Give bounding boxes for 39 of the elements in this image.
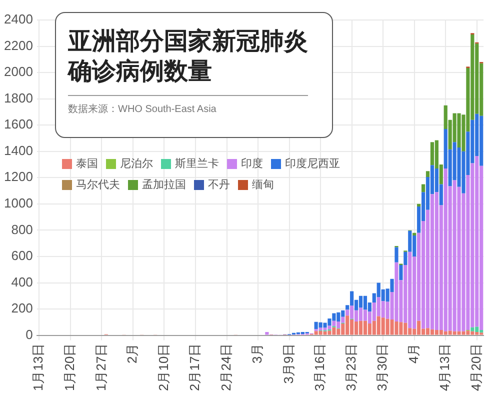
x-tick-label: 3月 (250, 343, 265, 364)
legend-label: 尼泊尔 (120, 157, 153, 171)
x-tick-label: 1月13日 (30, 343, 46, 392)
text: 亚洲部分国家新冠肺炎确诊病例数量 (68, 27, 309, 87)
legend-label: 斯里兰卡 (175, 156, 219, 171)
legend-label: 孟加拉国 (142, 178, 186, 192)
legend-label: 不丹 (208, 178, 230, 192)
x-tick-label: 1月27日 (93, 343, 108, 392)
y-tick-label: 400 (11, 274, 33, 290)
y-tick-label: 2400 (4, 12, 33, 27)
x-tick-label: 4月13日 (437, 343, 452, 392)
x-tick-label: 3月9日 (280, 343, 296, 384)
x-tick-label: 3月30日 (374, 343, 390, 392)
y-tick-label: 0 (26, 326, 33, 342)
y-tick-label: 2000 (4, 64, 33, 80)
y-tick-label: 200 (11, 300, 33, 316)
x-tick-label: 3月23日 (343, 343, 358, 392)
legend-label: 缅甸 (252, 178, 274, 192)
legend-label: 印度 (241, 156, 263, 171)
y-tick-label: 600 (11, 248, 33, 264)
x-tick-label: 2月 (124, 343, 140, 364)
y-tick-label: 1600 (4, 116, 33, 132)
x-tick-label: 2月17日 (187, 343, 202, 392)
y-tick-label: 800 (11, 222, 33, 237)
legend-label: 泰国 (76, 157, 98, 171)
x-tick-label: 2月10日 (156, 343, 171, 392)
y-tick-label: 1000 (4, 196, 33, 211)
x-tick-label: 4月20日 (468, 343, 484, 392)
x-tick-label: 1月20日 (62, 343, 77, 392)
annotation: 数据来源：WHO South-East Asia (68, 102, 218, 116)
y-tick-label: 2200 (4, 38, 33, 53)
x-tick-label: 4月 (406, 343, 421, 364)
y-tick-label: 1200 (4, 169, 33, 184)
x-tick-label: 3月16日 (312, 343, 328, 392)
y-tick-label: 1800 (4, 90, 33, 106)
legend-label: 马尔代夫 (76, 178, 120, 192)
legend-label: 印度尼西亚 (285, 156, 340, 171)
x-tick-label: 2月24日 (218, 343, 234, 392)
y-tick-label: 1400 (4, 142, 33, 158)
